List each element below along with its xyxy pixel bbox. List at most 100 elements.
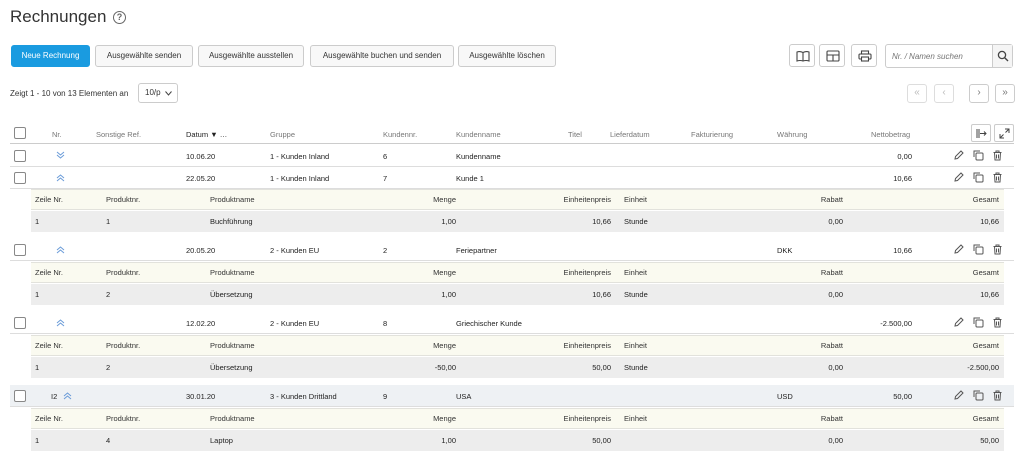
line-qty: 1,00	[441, 217, 456, 226]
line-prodname: Übersetzung	[210, 363, 253, 372]
line-total: 10,66	[980, 217, 999, 226]
book-view-button[interactable]	[789, 44, 815, 67]
customer-number: 2	[383, 246, 388, 255]
line-col-unit: Einheit	[624, 268, 647, 277]
line-price: 50,00	[592, 436, 611, 445]
chevron-up-icon[interactable]	[63, 391, 72, 402]
delete-icon[interactable]	[992, 244, 1003, 257]
customer-name: Feriepartner	[456, 246, 497, 255]
table-row[interactable]	[10, 145, 1014, 167]
col-custname[interactable]: Kundenname	[456, 130, 501, 139]
chevron-up-icon[interactable]	[56, 173, 65, 184]
col-nr[interactable]: Nr.	[52, 130, 62, 139]
edit-icon[interactable]	[953, 317, 964, 330]
row-checkbox[interactable]	[14, 317, 26, 329]
net-amount: 50,00	[893, 392, 912, 401]
chevron-down-icon[interactable]	[56, 151, 65, 162]
table-row[interactable]	[10, 239, 1014, 261]
delete-icon[interactable]	[992, 317, 1003, 330]
net-amount: -2.500,00	[880, 319, 912, 328]
col-currency[interactable]: Währung	[777, 130, 808, 139]
per-page-select[interactable]: 10/p	[138, 83, 178, 103]
line-col-unit: Einheit	[624, 414, 647, 423]
copy-icon[interactable]	[973, 317, 984, 330]
help-icon[interactable]: ?	[113, 11, 126, 24]
invoice-date: 10.06.20	[186, 152, 216, 161]
next-page-button[interactable]: ›	[969, 84, 989, 103]
line-qty: -50,00	[434, 363, 456, 372]
table-view-button[interactable]	[819, 44, 845, 67]
line-prodno: 1	[106, 217, 111, 226]
table-row[interactable]	[10, 167, 1014, 189]
line-discount: 0,00	[828, 436, 843, 445]
customer-number: 6	[383, 152, 388, 161]
delete-selected-button[interactable]: Ausgewählte löschen	[458, 45, 556, 67]
expand-button[interactable]	[994, 124, 1014, 142]
line-price: 10,66	[592, 217, 611, 226]
delete-icon[interactable]	[992, 390, 1003, 403]
customer-number: 9	[383, 392, 388, 401]
columns-button[interactable]	[971, 124, 991, 142]
send-selected-button[interactable]: Ausgewählte senden	[95, 45, 193, 67]
line-col-prodno: Produktnr.	[106, 414, 141, 423]
invoice-group: 2 - Kunden EU	[270, 246, 320, 255]
table-row[interactable]	[10, 385, 1014, 407]
row-checkbox[interactable]	[14, 172, 26, 184]
copy-icon[interactable]	[973, 390, 984, 403]
line-col-line: Zeile Nr.	[35, 195, 63, 204]
edit-icon[interactable]	[953, 150, 964, 163]
chevron-up-icon[interactable]	[56, 318, 65, 329]
print-button[interactable]	[851, 44, 877, 67]
col-billing[interactable]: Fakturierung	[691, 130, 734, 139]
line-col-prodname: Produktname	[210, 414, 255, 423]
new-invoice-button[interactable]: Neue Rechnung	[11, 45, 90, 67]
line-prodno: 2	[106, 290, 111, 299]
search-input[interactable]	[892, 50, 992, 63]
chevron-up-icon[interactable]	[56, 245, 65, 256]
edit-icon[interactable]	[953, 244, 964, 257]
row-checkbox[interactable]	[14, 244, 26, 256]
search-box	[885, 44, 1013, 68]
line-items-header	[31, 408, 1004, 429]
prev-page-button[interactable]: ‹	[934, 84, 954, 103]
row-checkbox[interactable]	[14, 390, 26, 402]
col-ref[interactable]: Sonstige Ref.	[96, 130, 142, 139]
line-qty: 1,00	[441, 290, 456, 299]
line-total: 50,00	[980, 436, 999, 445]
book-and-send-selected-button[interactable]: Ausgewählte buchen und senden	[310, 45, 454, 67]
last-page-button[interactable]: »	[995, 84, 1015, 103]
col-group[interactable]: Gruppe	[270, 130, 296, 139]
first-page-button[interactable]: «	[907, 84, 927, 103]
delete-icon[interactable]	[992, 150, 1003, 163]
net-amount: 10,66	[893, 246, 912, 255]
invoice-date: 12.02.20	[186, 319, 216, 328]
select-all-checkbox[interactable]	[14, 127, 26, 139]
edit-icon[interactable]	[953, 390, 964, 403]
copy-icon[interactable]	[973, 150, 984, 163]
col-titel[interactable]: Titel	[568, 130, 582, 139]
edit-icon[interactable]	[953, 172, 964, 185]
line-prodno: 2	[106, 363, 111, 372]
line-col-price: Einheitenpreis	[563, 341, 611, 350]
row-checkbox[interactable]	[14, 150, 26, 162]
line-line: 1	[35, 436, 40, 445]
invoice-currency: USD	[777, 392, 793, 401]
line-col-qty: Menge	[433, 195, 456, 204]
copy-icon[interactable]	[973, 172, 984, 185]
col-custno[interactable]: Kundennr.	[383, 130, 418, 139]
copy-icon[interactable]	[973, 244, 984, 257]
col-delivery[interactable]: Lieferdatum	[610, 130, 650, 139]
col-net[interactable]: Nettobetrag	[871, 130, 911, 139]
printer-icon	[858, 50, 872, 62]
delete-icon[interactable]	[992, 172, 1003, 185]
search-button[interactable]	[992, 45, 1012, 67]
line-price: 50,00	[592, 363, 611, 372]
invoice-date: 30.01.20	[186, 392, 216, 401]
customer-name: Griechischer Kunde	[456, 319, 522, 328]
line-unit: Stunde	[624, 290, 648, 299]
table-row[interactable]	[10, 312, 1014, 334]
line-col-total: Gesamt	[972, 195, 999, 204]
line-items-header	[31, 335, 1004, 356]
issue-selected-button[interactable]: Ausgewählte ausstellen	[198, 45, 304, 67]
col-date[interactable]: Datum ▼ …	[186, 130, 227, 139]
